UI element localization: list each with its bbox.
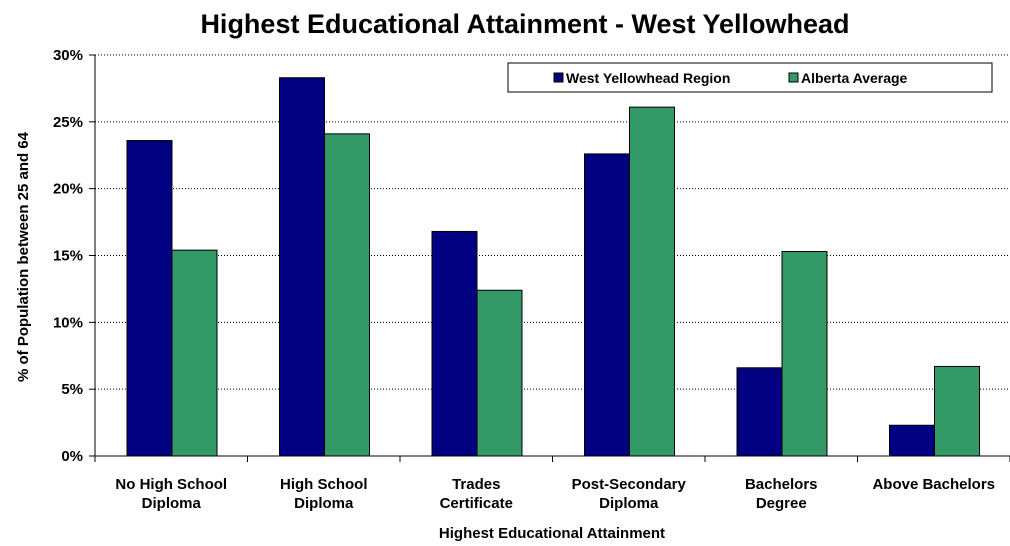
legend-label: West Yellowhead Region [566,70,730,86]
legend-box [507,62,993,93]
bar [476,289,523,457]
x-tick-label: Diploma [294,495,354,512]
bar [584,153,630,457]
bar [889,424,935,457]
plot-area: 0% 5% 10% 15% 20% 25% 30% No High School Diploma… [53,47,1010,512]
x-axis-title: Highest Educational Attainment [439,525,665,542]
y-tick-label: 15% [53,248,83,265]
bar [781,250,828,457]
bar [431,230,478,457]
bar [934,365,980,457]
bar [736,367,783,457]
y-tick-label: 5% [61,381,83,398]
bar [171,249,218,457]
y-tick-label: 20% [53,181,83,198]
y-tick-label: 10% [53,314,83,331]
y-tick-label: 0% [61,448,83,465]
x-tick-label: Diploma [599,495,659,512]
x-tick-label: Post-Secondary [572,476,687,493]
bar [279,77,325,457]
x-tick-label: Degree [756,495,807,512]
legend-swatch [788,72,799,83]
y-tick-label: 30% [53,47,83,64]
x-tick-label: Trades [452,476,500,493]
bar [324,133,370,457]
y-axis-title: % of Population between 25 and 64 [15,131,32,382]
x-tick-label: Certificate [440,495,513,512]
legend-swatch [553,72,564,83]
x-tick-label: Diploma [142,495,202,512]
x-tick-label: High School [280,476,368,493]
legend-label: Alberta Average [801,70,908,86]
bar [126,140,173,457]
y-tick-label: 25% [53,114,83,131]
bar [629,106,675,457]
chart-title: Highest Educational Attainment - West Ye… [200,9,849,39]
x-tick-label: Bachelors [745,476,818,493]
x-tick-label: No High School [115,476,227,493]
x-tick-label: Above Bachelors [872,476,995,493]
legend: West Yellowhead Region Alberta Average [507,62,993,93]
